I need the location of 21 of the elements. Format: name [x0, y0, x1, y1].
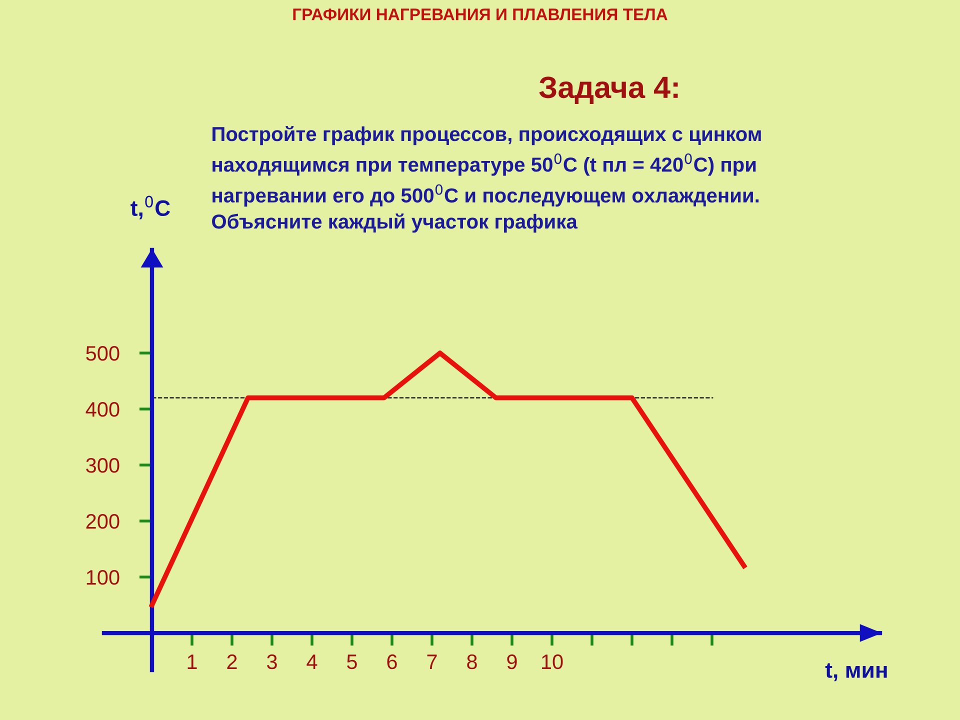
x-tick-label: 4 [306, 654, 318, 669]
x-tick-label: 3 [267, 654, 277, 670]
text: Постройте график процессов, происходящих с цинком находящимся при температуре 50$^{0}$С (t пл = 420$^{0}$С) при нагревании его до 500$^{0}$С и последующем охлаждении. Объясните каждый участок графика [212, 126, 761, 233]
x-axis-title: t, мин [825, 663, 887, 682]
x-tick-label: 10 [542, 654, 563, 670]
chart-title: ГРАФИКИ НАГРЕВАНИЯ И ПЛАВЛЕНИЯ ТЕЛА [293, 8, 668, 20]
x-tick-label: 6 [387, 654, 397, 670]
line-series [150, 350, 746, 608]
y-axis-title: t,$^{0}$C [130, 196, 170, 220]
y-tick-label: 100 [86, 570, 120, 585]
chart-subtitle: Задача 4: [539, 76, 678, 104]
y-tick-label: 400 [86, 402, 120, 417]
x-tick-label: 2 [227, 654, 237, 669]
y-tick-label: 500 [86, 346, 120, 361]
x-tick-label: 7 [427, 654, 437, 669]
x-tick-label: 5 [347, 654, 357, 670]
x-tick-label: 9 [507, 654, 517, 670]
y-tick-label: 300 [86, 458, 120, 473]
x-tick-label: 1 [188, 654, 197, 669]
x-tick-label: 8 [467, 654, 477, 670]
y-tick-label: 200 [86, 514, 120, 529]
